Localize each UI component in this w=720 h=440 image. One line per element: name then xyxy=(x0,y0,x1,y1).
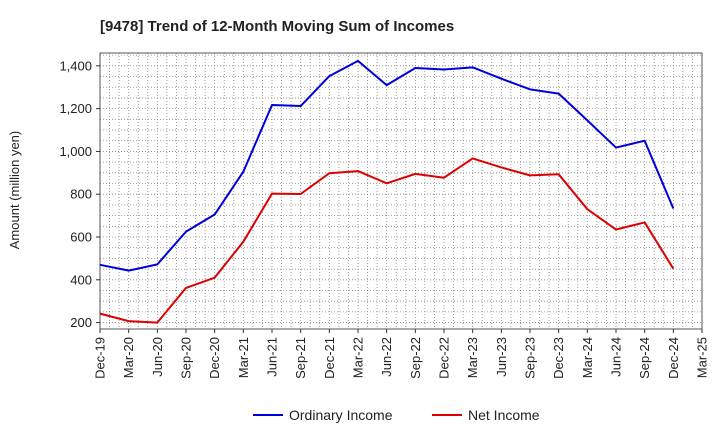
x-tick-label: Sep-21 xyxy=(293,337,308,379)
series-lines xyxy=(99,59,675,324)
grid xyxy=(100,53,702,329)
x-tick-label: Sep-20 xyxy=(179,337,194,379)
plot-area-frame xyxy=(99,52,703,330)
x-tick-label: Mar-20 xyxy=(121,337,136,378)
y-tick-label: 800 xyxy=(70,187,92,202)
x-tick-label: Jun-20 xyxy=(150,337,165,377)
x-tick-label: Mar-21 xyxy=(236,337,251,378)
chart-title: [9478] Trend of 12-Month Moving Sum of I… xyxy=(100,18,454,35)
x-tick-label: Dec-24 xyxy=(666,337,681,379)
x-tick-label: Jun-23 xyxy=(494,337,509,377)
net-income-line xyxy=(99,157,675,324)
y-tick-label: 400 xyxy=(70,272,92,287)
y-tick-label: 1,000 xyxy=(59,144,92,159)
x-axis-ticks: Dec-19 Mar-20 Jun-20 Sep-20 Dec-20 Mar-21 Jun-… xyxy=(93,329,710,379)
x-tick-label: Sep-24 xyxy=(637,337,652,379)
x-tick-label: Dec-23 xyxy=(551,337,566,379)
x-tick-label: Mar-24 xyxy=(580,337,595,378)
y-axis-label: Amount (million yen) xyxy=(7,131,22,250)
y-tick-label: 1,200 xyxy=(59,101,92,116)
x-tick-label: Dec-21 xyxy=(322,337,337,379)
x-tick-label: Dec-20 xyxy=(207,337,222,379)
x-tick-label: Mar-23 xyxy=(465,337,480,378)
legend: Ordinary Income Net Income xyxy=(253,407,540,423)
y-axis-ticks: 200 400 600 800 1,000 1,200 1,400 xyxy=(59,58,100,330)
legend-label-net-income: Net Income xyxy=(468,407,540,423)
x-tick-label: Jun-21 xyxy=(265,337,280,377)
x-tick-label: Jun-24 xyxy=(609,337,624,377)
y-tick-label: 200 xyxy=(70,315,92,330)
x-tick-label: Dec-22 xyxy=(437,337,452,379)
x-tick-label: Jun-22 xyxy=(379,337,394,377)
y-tick-label: 600 xyxy=(70,230,92,245)
x-tick-label: Dec-19 xyxy=(93,337,108,379)
legend-label-ordinary-income: Ordinary Income xyxy=(289,407,393,423)
x-tick-label: Sep-23 xyxy=(523,337,538,379)
y-tick-label: 1,400 xyxy=(59,58,92,73)
x-tick-label: Mar-22 xyxy=(351,337,366,378)
x-tick-label: Mar-25 xyxy=(695,337,710,378)
x-tick-label: Sep-22 xyxy=(408,337,423,379)
ordinary-income-line xyxy=(99,59,675,272)
